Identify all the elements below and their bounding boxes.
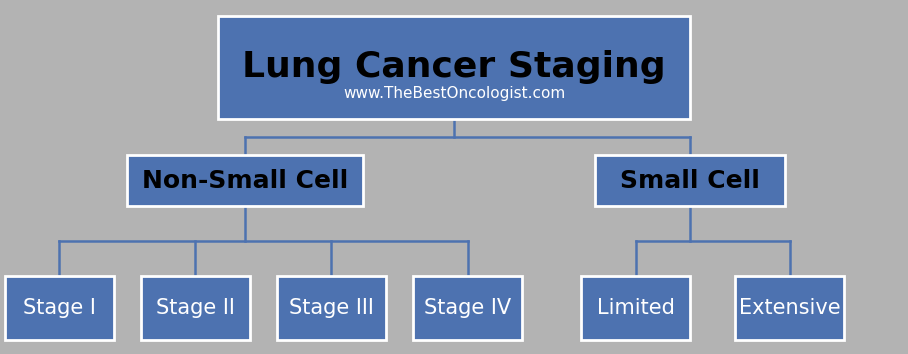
Text: Stage II: Stage II — [156, 298, 234, 318]
FancyBboxPatch shape — [581, 276, 690, 340]
Text: Lung Cancer Staging: Lung Cancer Staging — [242, 50, 666, 84]
Text: Stage IV: Stage IV — [424, 298, 511, 318]
Text: www.TheBestOncologist.com: www.TheBestOncologist.com — [343, 86, 565, 101]
FancyBboxPatch shape — [127, 155, 363, 206]
FancyBboxPatch shape — [277, 276, 386, 340]
FancyBboxPatch shape — [413, 276, 522, 340]
FancyBboxPatch shape — [595, 155, 785, 206]
Text: Non-Small Cell: Non-Small Cell — [142, 169, 349, 193]
Text: Limited: Limited — [597, 298, 675, 318]
FancyBboxPatch shape — [218, 16, 690, 119]
FancyBboxPatch shape — [735, 276, 844, 340]
FancyBboxPatch shape — [141, 276, 250, 340]
Text: Small Cell: Small Cell — [620, 169, 760, 193]
Text: Stage I: Stage I — [23, 298, 95, 318]
Text: Stage III: Stage III — [289, 298, 374, 318]
Text: Extensive: Extensive — [739, 298, 841, 318]
FancyBboxPatch shape — [5, 276, 114, 340]
